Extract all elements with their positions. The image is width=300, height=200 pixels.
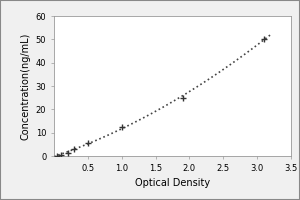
Y-axis label: Concentration(ng/mL): Concentration(ng/mL) xyxy=(20,32,30,140)
X-axis label: Optical Density: Optical Density xyxy=(135,178,210,188)
